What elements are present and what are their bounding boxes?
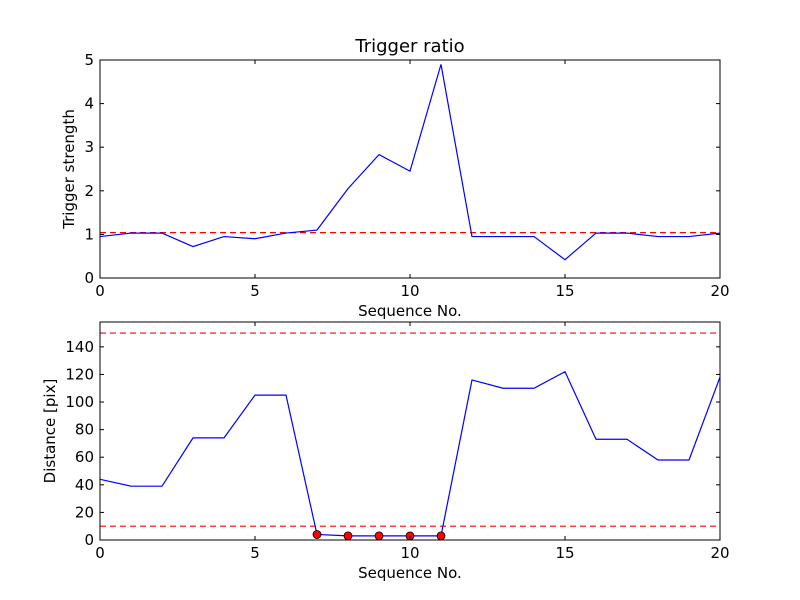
y-axis-label: Trigger strength	[60, 109, 78, 230]
x-tick-label: 0	[95, 282, 105, 300]
x-tick-label: 0	[95, 544, 105, 562]
chart-title: Trigger ratio	[354, 36, 464, 57]
trigger-ratio-panel: 0 5 10 15 20 0 1 2 3 4 5 Trigger ratio Sequence No. T…	[60, 36, 730, 320]
x-tick-label: 10	[400, 282, 419, 300]
y-tick-label: 3	[84, 138, 94, 156]
y-tick-label: 2	[84, 182, 94, 200]
series-line-0	[100, 370, 720, 537]
data-point-marker	[374, 531, 384, 541]
y-tick-label: 0	[84, 531, 94, 549]
data-point-marker	[343, 531, 353, 541]
y-tick-label: 100	[65, 393, 94, 411]
x-tick-label: 10	[400, 544, 419, 562]
series-line-0	[100, 64, 720, 261]
x-tick-label: 20	[710, 282, 729, 300]
x-axis-label: Sequence No.	[358, 564, 462, 582]
y-axis-label: Distance [pix]	[41, 379, 59, 484]
x-tick-label: 20	[710, 544, 729, 562]
y-tick-label: 140	[65, 338, 94, 356]
y-tick-label: 4	[84, 95, 94, 113]
y-tick-label: 1	[84, 225, 94, 243]
x-tick-label: 15	[555, 544, 574, 562]
plot-frame	[99, 321, 721, 541]
x-tick-label: 5	[250, 544, 260, 562]
y-tick-label: 80	[75, 421, 94, 439]
y-tick-label: 60	[75, 448, 94, 466]
x-tick-label: 15	[555, 282, 574, 300]
y-tick-label: 20	[75, 503, 94, 521]
x-axis-label: Sequence No.	[358, 302, 462, 320]
x-tick-label: 5	[250, 282, 260, 300]
y-tick-label: 5	[84, 51, 94, 69]
y-tick-label: 120	[65, 365, 94, 383]
y-tick-label: 0	[84, 269, 94, 287]
distance-panel: 0 5 10 15 20 0 20 40 60 80 100 120 140 Sequence No. Di…	[41, 321, 730, 582]
data-point-marker	[312, 530, 322, 539]
data-point-marker	[436, 531, 446, 541]
y-tick-label: 40	[75, 476, 94, 494]
plot-frame	[99, 59, 721, 279]
